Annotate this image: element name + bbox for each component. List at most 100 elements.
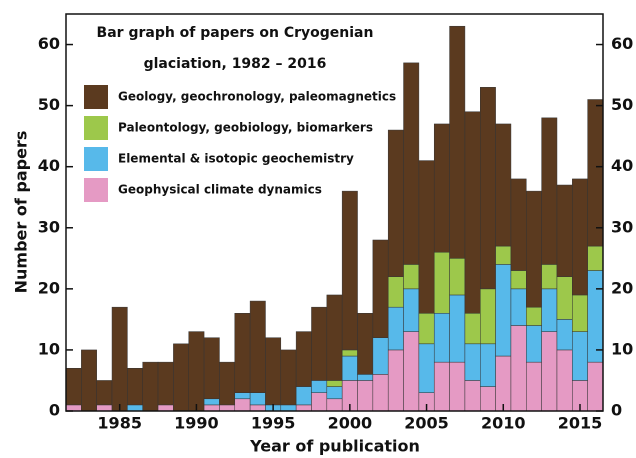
- x-axis-label: Year of publication: [249, 437, 420, 456]
- bar-segment: [556, 349, 573, 412]
- bar-segment: [556, 184, 573, 277]
- bar-segment: [495, 355, 512, 412]
- bar-segment: [173, 343, 189, 412]
- bar-segment: [249, 300, 266, 393]
- x-tick-label: 1995: [251, 414, 296, 433]
- bar-segment: [541, 331, 558, 412]
- bar-segment: [326, 386, 343, 400]
- legend-label: Paleontology, geobiology, biomarkers: [118, 121, 373, 135]
- legend-swatch: [84, 147, 108, 171]
- bar-segment: [234, 398, 251, 412]
- bar-segment: [587, 270, 604, 363]
- y-tick-label: 0: [611, 401, 622, 420]
- y-tick-label: 60: [611, 34, 633, 53]
- legend-label: Geology, geochronology, paleomagnetics: [118, 90, 396, 104]
- bar-segment: [403, 288, 420, 332]
- bar-segment: [495, 245, 512, 265]
- y-tick-label: 50: [38, 95, 60, 114]
- y-tick-label: 40: [38, 156, 60, 175]
- bar-segment: [387, 129, 404, 277]
- bar-segment: [372, 374, 389, 412]
- bar-segment: [96, 404, 113, 412]
- bar-segment: [372, 239, 389, 338]
- bar-segment: [357, 380, 374, 412]
- bar-segment: [219, 404, 236, 412]
- bar-segment: [295, 386, 312, 406]
- bar-segment: [526, 306, 542, 326]
- bar-segment: [510, 270, 527, 290]
- bar-segment: [265, 337, 282, 406]
- bar-segment: [127, 367, 143, 406]
- bar-segment: [188, 331, 205, 412]
- bar-segment: [203, 404, 220, 412]
- chart-title: Bar graph of papers on Cryogenian: [97, 25, 374, 41]
- bar-segment: [510, 178, 527, 271]
- bar-segment: [433, 251, 450, 314]
- bar-segment: [357, 374, 374, 381]
- bar-segment: [526, 190, 542, 308]
- bar-segment: [541, 264, 558, 290]
- x-tick-label: 1985: [97, 414, 142, 433]
- bar-segment: [142, 361, 159, 412]
- bar-segment: [418, 343, 435, 393]
- chart-title: glaciation, 1982 – 2016: [144, 56, 327, 72]
- bar-segment: [526, 361, 542, 412]
- bar-segment: [403, 62, 420, 265]
- bar-segment: [418, 313, 435, 345]
- x-tick-label: 2010: [481, 414, 526, 433]
- bar-segment: [433, 361, 450, 412]
- bar-segment: [572, 331, 588, 381]
- bar-segment: [295, 404, 312, 412]
- bar-segment: [480, 288, 496, 345]
- bar-segment: [587, 361, 604, 412]
- bar-segment: [495, 264, 512, 357]
- bar-segment: [464, 380, 481, 412]
- bar-segment: [449, 258, 466, 296]
- bar-segment: [81, 349, 97, 412]
- bar-segment: [280, 349, 297, 406]
- bar-segment: [464, 343, 481, 381]
- bar-segment: [111, 306, 128, 412]
- bar-segment: [311, 392, 328, 412]
- bar-segment: [357, 313, 374, 375]
- y-tick-label: 60: [38, 34, 60, 53]
- y-axis-label: Number of papers: [12, 131, 31, 294]
- bar-segment: [541, 288, 558, 332]
- bar-segment: [372, 337, 389, 375]
- bar-segment: [387, 306, 404, 351]
- bar-segment: [341, 190, 358, 351]
- bar-segment: [587, 99, 604, 247]
- legend-swatch: [84, 85, 108, 109]
- bar-segment: [249, 392, 266, 406]
- bar-segment: [311, 306, 328, 381]
- y-tick-label: 30: [611, 217, 633, 236]
- bar-segment: [480, 87, 496, 290]
- bar-segment: [219, 361, 236, 406]
- bar-segment: [65, 367, 82, 406]
- y-tick-label: 50: [611, 95, 633, 114]
- y-tick-label: 30: [38, 217, 60, 236]
- bar-segment: [464, 313, 481, 345]
- bar-segment: [311, 380, 328, 393]
- bar-segment: [541, 117, 558, 265]
- bar-segment: [480, 386, 496, 412]
- bar-segment: [510, 325, 527, 412]
- bar-segment: [464, 111, 481, 314]
- bar-segment: [65, 404, 82, 412]
- y-tick-label: 40: [611, 156, 633, 175]
- bar-segment: [203, 337, 220, 400]
- y-tick-label: 0: [49, 401, 60, 420]
- bar-segment: [326, 294, 343, 381]
- bar-segment: [449, 361, 466, 412]
- x-tick-label: 2005: [404, 414, 449, 433]
- bar-segment: [403, 264, 420, 290]
- bar-segment: [572, 178, 588, 296]
- x-tick-label: 1990: [174, 414, 219, 433]
- bar-segment: [495, 123, 512, 247]
- bar-segment: [326, 398, 343, 412]
- legend-swatch: [84, 116, 108, 140]
- bar-segment: [326, 380, 343, 387]
- bar-segment: [433, 313, 450, 363]
- bar-segment: [526, 325, 542, 363]
